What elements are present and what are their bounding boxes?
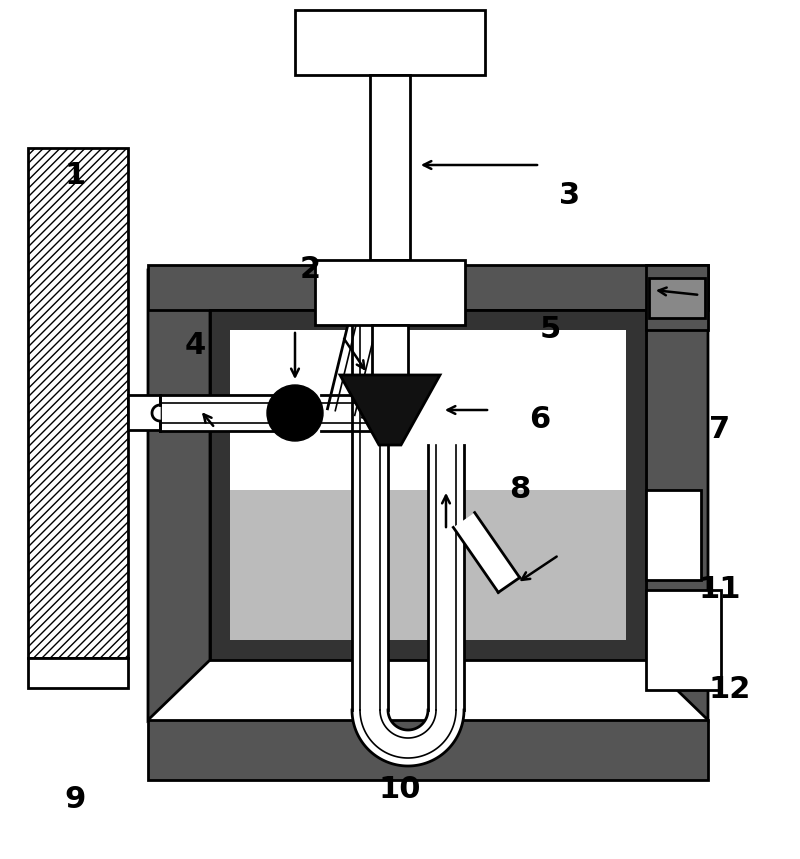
- Text: 7: 7: [710, 416, 730, 444]
- Text: 1: 1: [64, 161, 86, 190]
- Text: 8: 8: [510, 476, 530, 504]
- Polygon shape: [327, 306, 387, 417]
- Text: 3: 3: [559, 180, 581, 210]
- Bar: [315, 260, 465, 325]
- Bar: [646, 265, 708, 330]
- Polygon shape: [230, 330, 626, 640]
- Bar: [28, 658, 128, 688]
- Bar: [646, 490, 701, 580]
- Bar: [352, 310, 388, 710]
- Polygon shape: [340, 375, 440, 445]
- Bar: [321, 395, 371, 431]
- Text: 12: 12: [709, 675, 751, 704]
- Text: 5: 5: [539, 315, 561, 344]
- Bar: [370, 75, 410, 260]
- Bar: [428, 445, 464, 710]
- Text: 4: 4: [184, 331, 206, 360]
- Polygon shape: [152, 405, 160, 421]
- Text: 6: 6: [530, 405, 550, 435]
- Bar: [295, 10, 485, 75]
- Polygon shape: [454, 513, 520, 593]
- Polygon shape: [210, 310, 646, 660]
- Bar: [148, 265, 708, 310]
- Polygon shape: [352, 710, 464, 766]
- Bar: [646, 590, 721, 690]
- Bar: [28, 148, 128, 658]
- Polygon shape: [148, 270, 210, 720]
- Bar: [160, 395, 280, 431]
- Text: 10: 10: [378, 776, 422, 805]
- Bar: [649, 278, 705, 318]
- Text: 2: 2: [299, 255, 321, 284]
- Text: 11: 11: [698, 576, 742, 605]
- Text: 9: 9: [64, 785, 86, 814]
- Circle shape: [267, 385, 323, 441]
- Bar: [148, 720, 708, 780]
- Bar: [128, 395, 160, 430]
- Polygon shape: [230, 490, 626, 640]
- Bar: [372, 325, 408, 385]
- Polygon shape: [646, 270, 708, 720]
